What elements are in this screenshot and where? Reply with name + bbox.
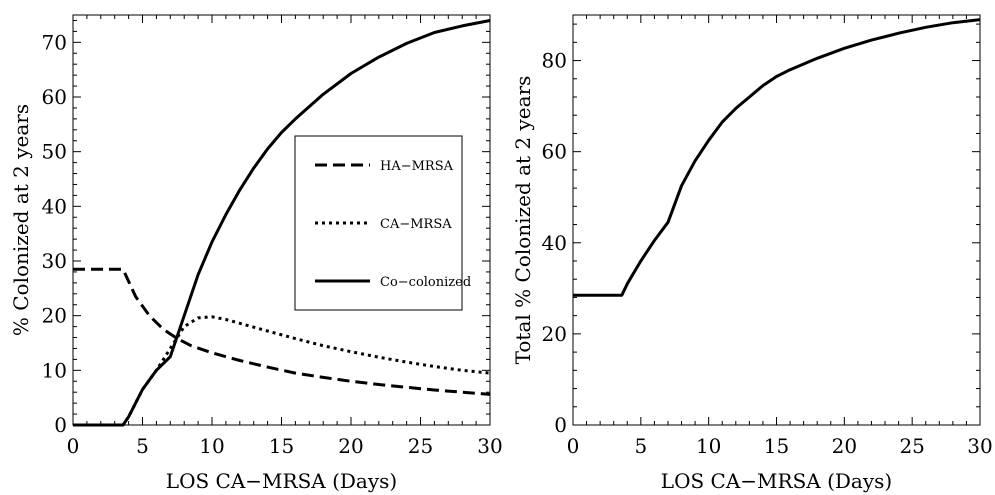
x-tick-label: 5 (634, 434, 647, 458)
series-line-ca-mrsa (73, 315, 491, 427)
y-tick-label: 50 (42, 140, 67, 164)
x-axis-label: LOS CA−MRSA (Days) (166, 469, 397, 493)
y-tick-label: 30 (42, 249, 67, 273)
series-line-1 (573, 18, 981, 297)
x-tick-label: 30 (477, 434, 502, 458)
x-tick-label: 15 (269, 434, 294, 458)
y-tick-label: 40 (542, 231, 567, 255)
y-axis-label: Total % Colonized at 2 years (511, 76, 535, 365)
x-tick-label: 20 (832, 434, 857, 458)
legend-label: HA−MRSA (380, 159, 454, 174)
x-tick-label: 5 (136, 434, 149, 458)
legend-label: CA−MRSA (380, 217, 452, 232)
series-line-ha-mrsa (73, 267, 491, 396)
y-tick-label: 0 (54, 413, 67, 437)
legend: HA−MRSA CA−MRSA Co−colonized (294, 135, 471, 311)
y-tick-label: 80 (542, 49, 567, 73)
y-tick-label: 70 (42, 30, 67, 54)
y-tick-label: 20 (42, 304, 67, 328)
chart-1: 0 5 10 15 20 25 30 0 10 20 30 40 50 60 70 LOS CA−MRSA (… (9, 14, 503, 493)
y-tick-label: 20 (542, 322, 567, 346)
x-tick-label: 20 (338, 434, 363, 458)
y-tick-label: 40 (42, 194, 67, 218)
chart-2: 0 5 10 15 20 25 30 0 20 40 60 80 LOS CA−MRSA (Days) T… (511, 14, 993, 493)
x-tick-label: 10 (199, 434, 224, 458)
x-tick-label: 10 (696, 434, 721, 458)
x-tick-label: 15 (764, 434, 789, 458)
x-tick-label: 30 (967, 434, 992, 458)
y-tick-label: 10 (42, 358, 67, 382)
y-tick-label: 60 (42, 85, 67, 109)
x-tick-label: 25 (899, 434, 924, 458)
legend-label: Co−colonized (380, 275, 471, 290)
y-axis-label: % Colonized at 2 years (9, 104, 33, 336)
x-tick-label: 25 (408, 434, 433, 458)
x-tick-label: 0 (67, 434, 80, 458)
x-axis-label: LOS CA−MRSA (Days) (661, 469, 892, 493)
y-tick-label: 60 (542, 140, 567, 164)
x-tick-label: 0 (567, 434, 580, 458)
series-line-co-colonized (73, 19, 491, 427)
y-tick-label: 0 (554, 413, 567, 437)
